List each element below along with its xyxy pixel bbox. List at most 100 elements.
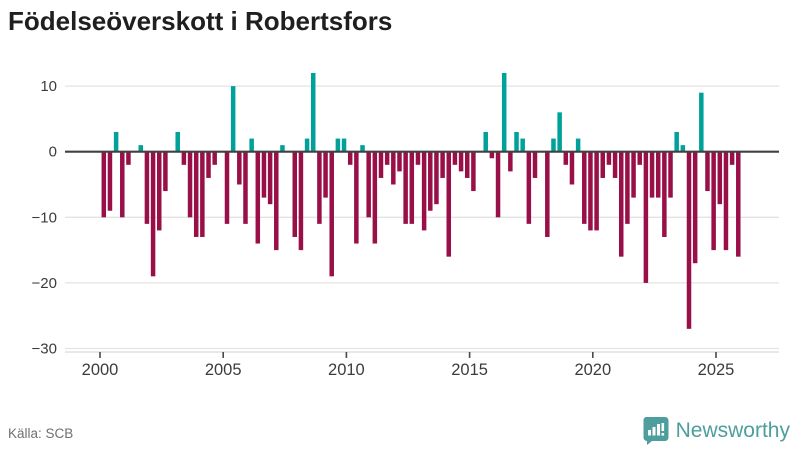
bar-2009-Q2 [329,151,334,277]
bar-2000-Q1 [101,151,107,218]
logo-bar-3 [656,424,660,436]
bar-2020-Q2 [600,151,606,178]
source-note: Källa: SCB [8,426,74,441]
y-axis-label--30: −30 [32,341,57,358]
bar-2023-Q2 [674,132,679,152]
bar-2000-Q2 [107,151,113,211]
bar-2017-Q3 [532,151,538,178]
bar-2014-Q3 [458,151,464,172]
bar-2004-Q2 [206,151,211,178]
bar-2006-Q1 [249,138,254,152]
bar-2001-Q3 [138,145,144,152]
bar-2024-Q2 [699,92,704,152]
bar-2010-Q2 [354,151,359,244]
bar-2007-Q4 [292,151,298,237]
bar-2013-Q4 [440,151,445,178]
bar-2024-Q3 [705,151,710,192]
bar-2003-Q3 [187,151,193,218]
bar-2025-Q1 [717,151,723,205]
bar-2005-Q1 [224,151,230,224]
bar-2023-Q3 [680,145,686,152]
bar-2016-Q2 [501,72,507,152]
x-axis-label-2015: 2015 [451,361,488,379]
bar-2016-Q1 [495,151,501,218]
bar-2019-Q4 [588,151,593,231]
bar-2009-Q3 [335,138,341,152]
bar-2015-Q1 [471,151,476,192]
bar-2015-Q3 [483,132,488,152]
bar-2024-Q1 [692,151,698,264]
bar-2020-Q1 [594,151,599,231]
bar-2019-Q2 [575,138,581,152]
chart-title: Födelseöverskott i Robertsfors [8,6,393,36]
bar-2020-Q3 [606,151,612,165]
bar-2024-Q4 [711,151,716,251]
bar-2017-Q2 [526,151,532,224]
logo-bar-1 [647,430,651,436]
bar-2014-Q4 [464,151,470,178]
bar-2005-Q2 [230,86,236,152]
x-axis-label-2005: 2005 [205,361,242,379]
bar-2000-Q3 [113,132,119,152]
bar-2000-Q4 [120,151,125,218]
bar-2025-Q4 [736,151,741,257]
x-axis-label-2020: 2020 [574,361,611,379]
bar-2003-Q1 [175,132,180,152]
y-axis-label-10: 10 [40,78,57,95]
bar-2020-Q4 [612,151,618,178]
bar-2001-Q4 [144,151,150,224]
newsworthy-logo-icon [643,417,669,445]
logo-bar-2 [652,427,656,436]
bar-2019-Q3 [582,151,587,224]
logo-exclamation-dot [661,433,664,436]
x-axis-label-2025: 2025 [698,361,735,379]
bar-2004-Q1 [200,151,205,237]
bar-2006-Q3 [261,151,267,198]
bar-2001-Q1 [126,151,131,165]
bar-2013-Q3 [434,151,439,205]
bar-2007-Q2 [280,145,285,152]
bar-2013-Q1 [421,151,427,231]
bar-2022-Q2 [649,151,655,198]
bar-2021-Q4 [637,151,642,165]
bar-2011-Q4 [391,151,396,185]
bar-2004-Q3 [212,151,217,165]
bar-2002-Q3 [163,151,168,192]
bar-2021-Q3 [631,151,636,198]
bar-2002-Q2 [156,151,162,231]
newsworthy-logo: Newsworthy [642,416,790,445]
bar-2023-Q1 [668,151,673,198]
bar-2023-Q4 [686,151,692,329]
bar-2010-Q3 [360,145,365,152]
bar-2018-Q2 [551,138,556,152]
y-axis-label--20: −20 [32,275,57,292]
bar-2011-Q2 [378,151,384,178]
bar-2012-Q1 [397,151,402,172]
bar-2006-Q4 [267,151,273,205]
y-axis-label-0: 0 [49,144,57,161]
bar-2022-Q4 [662,151,667,237]
bar-2005-Q4 [243,151,248,224]
bar-2013-Q2 [428,151,433,211]
bar-2025-Q3 [729,151,735,165]
bar-2005-Q3 [237,151,242,185]
bar-2022-Q1 [643,151,649,283]
bar-2018-Q4 [563,151,569,165]
bar-2021-Q2 [625,151,630,224]
bar-2018-Q1 [545,151,550,237]
bar-2014-Q1 [446,151,452,257]
bar-2016-Q4 [514,132,519,152]
bar-2017-Q1 [520,138,525,152]
bar-2007-Q1 [274,151,279,251]
bar-2025-Q2 [723,151,729,251]
bar-2008-Q4 [317,151,322,224]
bar-2008-Q2 [304,138,310,152]
bar-2014-Q2 [452,151,458,165]
bar-2009-Q1 [323,151,328,198]
logo-exclamation-icon [661,423,664,431]
bar-2008-Q1 [298,151,304,251]
bar-2012-Q3 [409,151,415,224]
bar-2016-Q3 [508,151,513,172]
